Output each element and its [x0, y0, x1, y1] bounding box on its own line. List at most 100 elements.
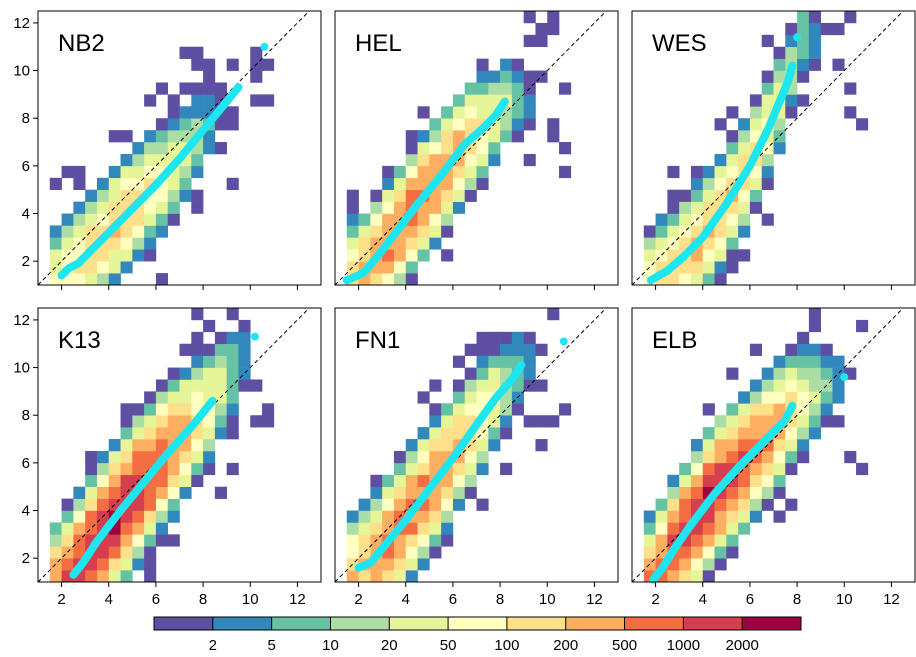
heatmap-cell — [738, 391, 751, 404]
heatmap-cell — [726, 427, 739, 440]
heatmap-cell — [726, 439, 739, 452]
heatmap-cell — [785, 46, 798, 59]
heatmap-cell — [797, 439, 810, 452]
heatmap-cell — [179, 165, 192, 179]
heatmap-cell — [808, 367, 821, 380]
heatmap-cell — [167, 498, 180, 511]
heatmap-cell — [108, 439, 121, 452]
heatmap-cell — [405, 177, 418, 190]
heatmap-cell — [523, 367, 536, 380]
heatmap-cell — [679, 201, 692, 214]
heatmap-cell — [73, 225, 86, 238]
heatmap-cell — [441, 177, 454, 190]
heatmap-cell — [144, 427, 157, 440]
heatmap-cell — [429, 498, 442, 511]
heatmap-cell — [85, 189, 98, 202]
panel-hel: HEL — [334, 10, 619, 290]
heatmap-cell — [679, 570, 692, 582]
heatmap-cell — [714, 558, 727, 571]
heatmap-cell — [214, 379, 227, 392]
heatmap-cell — [120, 450, 133, 464]
heatmap-cell — [250, 415, 263, 428]
heatmap-cell — [690, 177, 704, 190]
colorbar-label: 500 — [612, 637, 637, 654]
heatmap-cell — [203, 82, 216, 95]
colorbar-swatch — [565, 617, 625, 630]
heatmap-cell — [714, 498, 727, 511]
heatmap-cell — [559, 403, 572, 416]
heatmap-cell — [738, 510, 751, 523]
heatmap-cell — [441, 130, 454, 143]
heatmap-cell — [191, 106, 204, 119]
heatmap-cell — [393, 558, 407, 571]
x-tick-label: 8 — [199, 591, 207, 608]
heatmap-cell — [167, 510, 180, 523]
heatmap-cell — [441, 249, 454, 262]
qq-points — [57, 42, 269, 280]
heatmap-cell — [655, 225, 668, 238]
heatmap-cell — [785, 498, 798, 511]
heatmap-cell — [238, 331, 251, 345]
heatmap-cell — [85, 225, 98, 238]
colorbar-label: 20 — [381, 637, 398, 654]
heatmap-cell — [511, 331, 524, 345]
heatmap-cell — [773, 439, 786, 452]
heatmap-cell — [96, 450, 110, 464]
heatmap-cell — [49, 570, 62, 582]
heatmap-cell — [679, 462, 692, 476]
heatmap-cell — [820, 391, 833, 404]
heatmap-cell — [167, 474, 180, 487]
heatmap-cell — [559, 165, 572, 179]
heatmap-cell — [464, 177, 477, 190]
heatmap-cell — [96, 201, 110, 214]
heatmap-cell — [61, 213, 74, 226]
qq-point — [250, 332, 259, 341]
heatmap-cell — [358, 522, 371, 535]
panel-k13: K13 2 4 6 8 10 12 2 4 6 8 10 12 — [13, 307, 322, 608]
heatmap-cell — [191, 462, 204, 476]
heatmap-cell — [120, 474, 133, 487]
heatmap-cell — [179, 82, 192, 95]
heatmap-cell — [238, 343, 251, 356]
heatmap-cell — [441, 522, 454, 535]
heatmap-cell — [191, 427, 204, 440]
heatmap-cell — [96, 498, 110, 511]
heatmap-cell — [214, 142, 227, 155]
x-tick-label: 2 — [354, 591, 362, 608]
heatmap-cell — [108, 486, 121, 499]
heatmap-cell — [108, 450, 121, 464]
heatmap-cell — [761, 153, 774, 167]
heatmap-cell — [96, 249, 110, 262]
heatmap-cell — [655, 237, 668, 250]
x-tick-label: 12 — [289, 591, 306, 608]
heatmap-cell — [167, 94, 180, 107]
panels: NB2 2 4 6 8 10 12 HEL WES K13 2 4 6 8 10 12 2 4 6 8 10 12 FN1 2… — [13, 10, 916, 608]
heatmap-cell — [797, 11, 810, 24]
x-tick-label: 8 — [793, 591, 801, 608]
heatmap-cell — [238, 355, 251, 368]
heatmap-cell — [808, 308, 821, 321]
heatmap-cell — [417, 534, 430, 547]
y-tick-label: 8 — [22, 110, 30, 127]
colorbar-label: 10 — [322, 637, 339, 654]
heatmap-cell — [73, 486, 86, 499]
heatmap-cell — [667, 498, 680, 511]
heatmap-cell — [785, 462, 798, 476]
heatmap-cell — [49, 177, 62, 190]
heatmap-cell — [108, 474, 121, 487]
qq-points — [69, 332, 259, 579]
y-tick-label: 4 — [22, 206, 30, 223]
heatmap-cell — [191, 46, 204, 59]
heatmap-cell — [358, 237, 371, 250]
heatmap-cell — [702, 273, 715, 285]
heatmap-cell — [690, 165, 704, 179]
heatmap-cell — [429, 450, 442, 464]
heatmap-cell — [108, 534, 121, 547]
heatmap-cell — [797, 391, 810, 404]
heatmap-cell — [655, 498, 668, 511]
heatmap-cell — [144, 213, 157, 226]
heatmap-cell — [85, 474, 98, 487]
heatmap-cell — [429, 130, 442, 143]
heatmap-cell — [761, 498, 774, 511]
heatmap-cell — [773, 118, 786, 131]
